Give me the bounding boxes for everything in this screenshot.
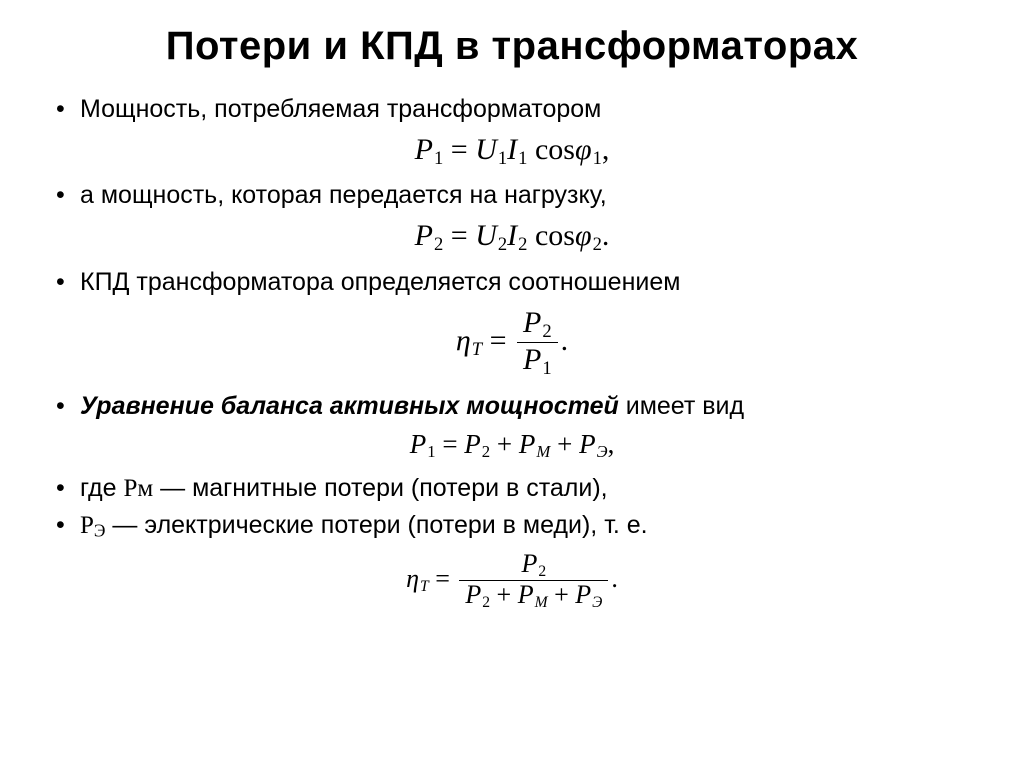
eq2-phi: φ: [575, 219, 592, 252]
eq3-eta: η: [456, 324, 471, 357]
bullet-4-rest: имеет вид: [619, 392, 744, 420]
bullet-2: а мощность, которая передается на нагруз…: [48, 179, 976, 213]
eq2-end: .: [602, 219, 610, 252]
eq5-den-PE: P: [575, 580, 591, 609]
eq5-num-P: P: [522, 549, 538, 578]
eq5-den-PM: P: [518, 580, 534, 609]
eq1-I: I: [507, 133, 517, 166]
eq2-U: U: [475, 219, 497, 252]
eq1-cos: cos: [535, 133, 575, 166]
bullet-5: где Рм — магнитные потери (потери в стал…: [48, 472, 976, 506]
eq3-num-P: P: [523, 306, 541, 339]
eq2-sp: [527, 219, 535, 252]
bullet-5-sym: Рм: [123, 475, 153, 502]
eq4-plus2: +: [550, 429, 579, 459]
bullet-6: РЭ — электрические потери (потери в меди…: [48, 509, 976, 543]
eq5-den-P2: P: [465, 580, 481, 609]
eq1-P: P: [415, 133, 433, 166]
bullet-6-sym: РЭ: [80, 512, 105, 539]
equation-3: ηT = P2P1.: [48, 306, 976, 380]
eq5-den: P2 + PМ + PЭ: [459, 581, 608, 612]
equation-5: ηT = P2P2 + PМ + PЭ.: [48, 550, 976, 612]
eq3-num-sub: 2: [541, 321, 551, 342]
eq5-num-sub: 2: [537, 563, 546, 580]
eq3-den-sub: 1: [541, 358, 551, 379]
bullet-4-emph: Уравнение баланса активных мощностей: [80, 392, 619, 420]
eq3-den: P1: [517, 343, 558, 380]
bullet-3: КПД трансформатора определяется соотноше…: [48, 266, 976, 300]
eq1-I-sub: 1: [517, 148, 527, 169]
page-title: Потери и КПД в трансформаторах: [48, 24, 976, 69]
eq5-plus1: +: [490, 580, 518, 609]
bullet-1: Мощность, потребляемая трансформатором: [48, 93, 976, 127]
eq4-eq: =: [436, 429, 465, 459]
eq5-plus2: +: [548, 580, 576, 609]
eq4-PM-sub: М: [535, 442, 550, 461]
eq4-P2: P: [464, 429, 481, 459]
eq4-P2-sub: 2: [481, 442, 490, 461]
eq2-P: P: [415, 219, 433, 252]
eq2-cos: cos: [535, 219, 575, 252]
bullet-6-rest: — электрические потери (потери в меди), …: [105, 511, 647, 539]
eq3-eq: =: [482, 324, 514, 357]
eq4-PM: P: [519, 429, 536, 459]
eq1-end: ,: [602, 133, 610, 166]
eq1-U: U: [475, 133, 497, 166]
bullet-6-P: Р: [80, 512, 94, 539]
eq4-P1: P: [410, 429, 427, 459]
equation-2: P2 = U2I2 cosφ2.: [48, 219, 976, 256]
bullet-list-3: КПД трансформатора определяется соотноше…: [48, 266, 976, 300]
eq5-num: P2: [459, 550, 608, 582]
eq5-den-PE-sub: Э: [591, 594, 602, 611]
eq1-phi-sub: 1: [592, 148, 602, 169]
eq5-den-PM-sub: М: [534, 594, 548, 611]
eq4-end: ,: [608, 429, 615, 459]
bullet-4: Уравнение баланса активных мощностей име…: [48, 390, 976, 424]
eq5-end: .: [611, 564, 618, 593]
eq2-eq: =: [443, 219, 475, 252]
eq1-P-sub: 1: [433, 148, 443, 169]
eq5-fraction: P2P2 + PМ + PЭ: [459, 550, 608, 612]
bullet-3-text: КПД трансформатора определяется соотноше…: [80, 268, 680, 296]
eq3-den-P: P: [523, 343, 541, 376]
slide: Потери и КПД в трансформаторах Мощность,…: [0, 0, 1024, 612]
bullet-list-4: Уравнение баланса активных мощностей име…: [48, 390, 976, 424]
eq3-eta-sub: T: [471, 339, 482, 360]
eq4-plus1: +: [490, 429, 519, 459]
eq1-sp: [527, 133, 535, 166]
eq4-P1-sub: 1: [426, 442, 435, 461]
bullet-6-sub: Э: [94, 521, 106, 541]
eq2-phi-sub: 2: [592, 234, 602, 255]
bullet-list-2: а мощность, которая передается на нагруз…: [48, 179, 976, 213]
eq4-PE: P: [579, 429, 596, 459]
bullet-list: Мощность, потребляемая трансформатором: [48, 93, 976, 127]
eq5-eta-sub: T: [419, 578, 429, 595]
equation-1: P1 = U1I1 cosφ1,: [48, 133, 976, 170]
bullet-5-rest: — магнитные потери (потери в стали),: [153, 474, 607, 502]
eq3-end: .: [561, 324, 569, 357]
eq1-eq: =: [443, 133, 475, 166]
eq2-U-sub: 2: [497, 234, 507, 255]
eq2-I-sub: 2: [517, 234, 527, 255]
equation-4: P1 = P2 + PМ + PЭ,: [48, 430, 976, 462]
bullet-5-pre: где: [80, 474, 123, 502]
eq2-P-sub: 2: [433, 234, 443, 255]
eq2-I: I: [507, 219, 517, 252]
eq3-num: P2: [517, 306, 558, 344]
eq5-den-P2-sub: 2: [481, 594, 490, 611]
bullet-1-text: Мощность, потребляемая трансформатором: [80, 95, 601, 123]
eq1-phi: φ: [575, 133, 592, 166]
bullet-2-text: а мощность, которая передается на нагруз…: [80, 181, 607, 209]
eq5-eq: =: [429, 564, 457, 593]
bullet-list-5: где Рм — магнитные потери (потери в стал…: [48, 472, 976, 544]
eq3-fraction: P2P1: [517, 306, 558, 380]
eq5-eta: η: [406, 564, 419, 593]
eq4-PE-sub: Э: [596, 442, 608, 461]
eq1-U-sub: 1: [497, 148, 507, 169]
